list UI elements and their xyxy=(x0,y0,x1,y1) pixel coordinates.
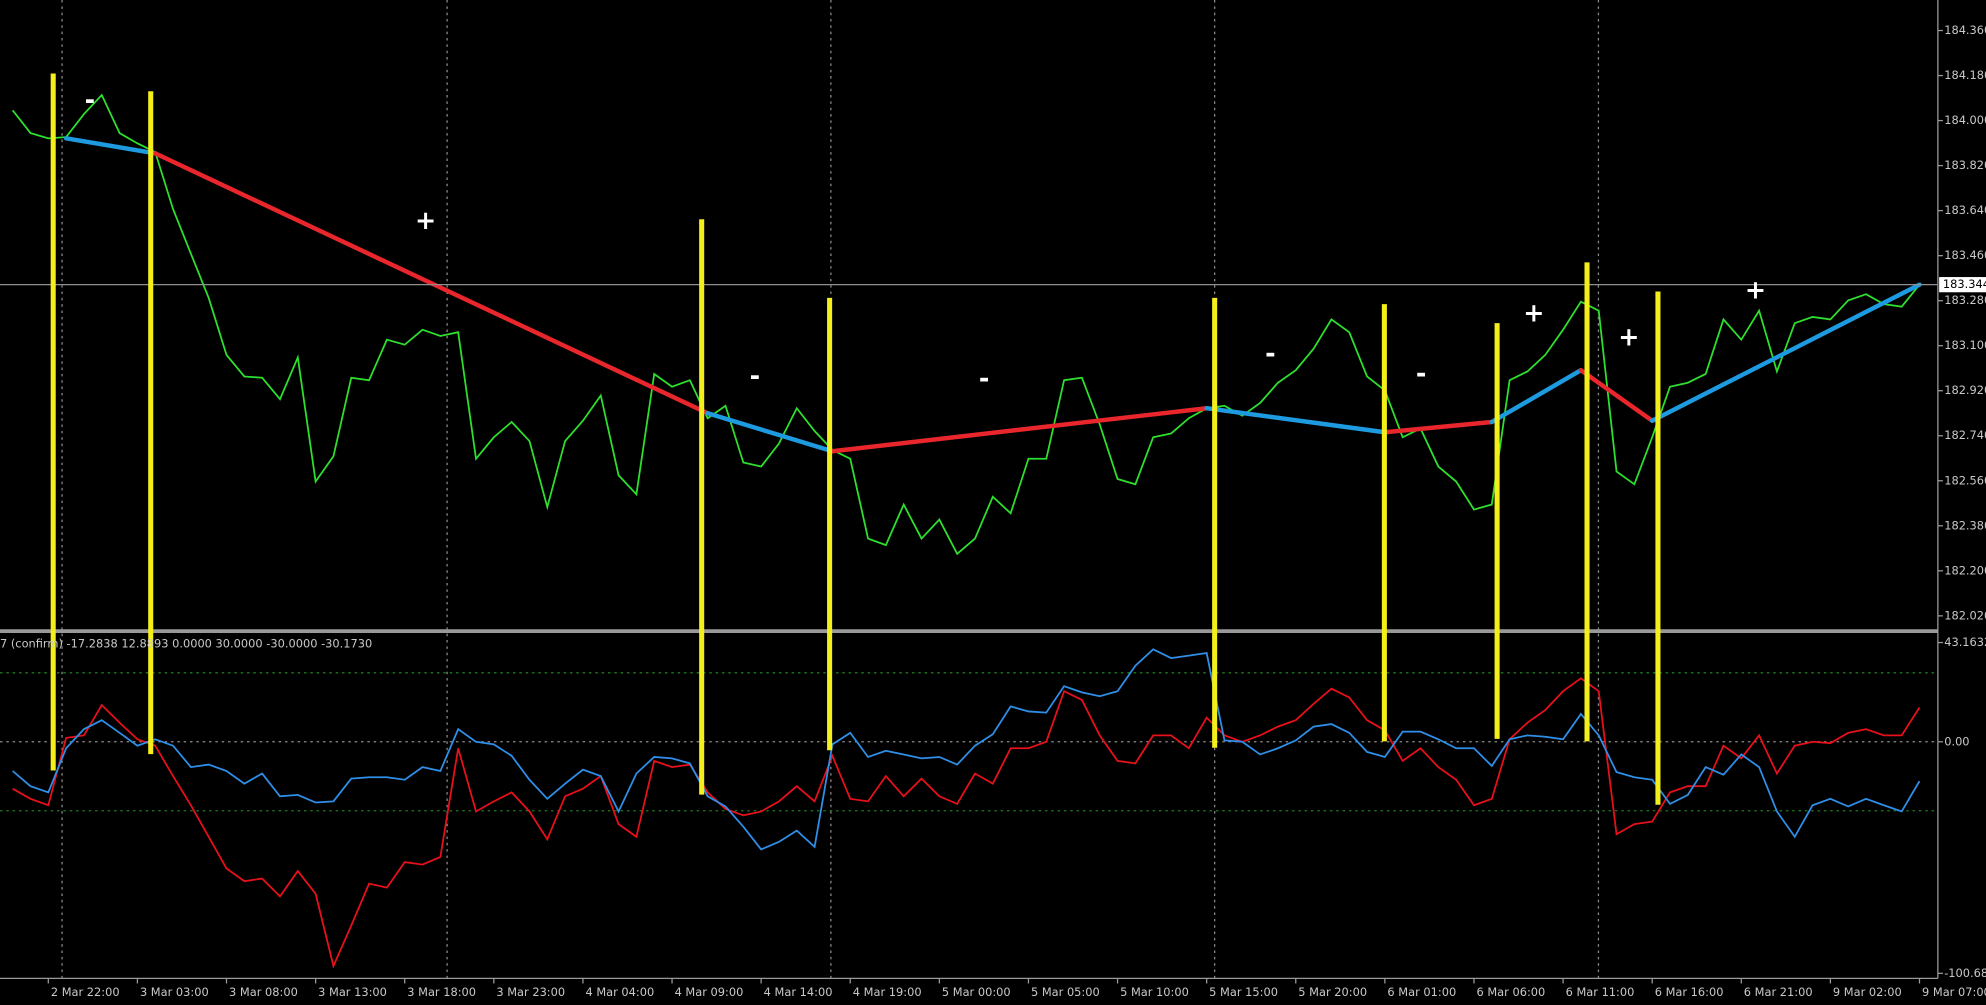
x-tick-label: 5 Mar 05:00 xyxy=(1031,985,1100,999)
y-tick-label: 43.1632 xyxy=(1944,635,1986,649)
x-tick-label: 3 Mar 18:00 xyxy=(407,985,476,999)
y-tick-label: 182.200 xyxy=(1944,563,1986,577)
annotation: + xyxy=(1745,274,1766,304)
y-tick-label: 182.740 xyxy=(1944,428,1986,442)
annotation: + xyxy=(1523,297,1544,327)
y-tick-label: 183.640 xyxy=(1944,203,1986,217)
x-tick-label: 5 Mar 10:00 xyxy=(1120,985,1189,999)
annotation: - xyxy=(1416,358,1427,388)
last-price-label: 183.344 xyxy=(1943,277,1986,291)
x-tick-label: 5 Mar 20:00 xyxy=(1298,985,1367,999)
zigzag-segment xyxy=(705,411,835,454)
x-tick-label: 3 Mar 23:00 xyxy=(496,985,565,999)
x-tick-label: 6 Mar 06:00 xyxy=(1477,985,1546,999)
x-tick-label: 6 Mar 21:00 xyxy=(1744,985,1813,999)
x-tick-label: 2 Mar 22:00 xyxy=(51,985,120,999)
x-tick-label: 5 Mar 00:00 xyxy=(942,985,1011,999)
y-tick-label: 184.360 xyxy=(1944,23,1986,37)
zigzag-segment xyxy=(63,136,158,156)
signal-lines xyxy=(50,73,1661,805)
series-line xyxy=(12,677,1921,969)
y-tick-label: 182.560 xyxy=(1944,473,1986,487)
y-tick-label: 182.380 xyxy=(1944,518,1986,532)
zigzag-segment xyxy=(1578,367,1655,423)
series-line xyxy=(11,93,1921,556)
zigzag-segment xyxy=(153,151,710,416)
y-tick-label: 183.460 xyxy=(1944,248,1986,262)
x-tick-label: 6 Mar 16:00 xyxy=(1655,985,1724,999)
x-tick-label: 3 Mar 13:00 xyxy=(318,985,387,999)
series-line xyxy=(12,648,1921,851)
x-tick-label: 9 Mar 07:00 xyxy=(1922,985,1986,999)
zigzag-segment xyxy=(830,406,1209,454)
annotation: - xyxy=(750,361,761,391)
y-tick-label: 182.020 xyxy=(1944,608,1986,622)
y-tick-label: 0.00 xyxy=(1944,734,1969,748)
zigzag-segment xyxy=(1204,406,1388,435)
y-tick-label: 183.280 xyxy=(1944,293,1986,307)
y-tick-label: 184.180 xyxy=(1944,68,1986,82)
x-tick-label: 4 Mar 09:00 xyxy=(675,985,744,999)
zigzag-segment xyxy=(1382,419,1495,435)
x-tick-label: 4 Mar 19:00 xyxy=(853,985,922,999)
x-tick-label: 6 Mar 11:00 xyxy=(1566,985,1635,999)
last-price-box xyxy=(1939,277,1986,293)
indicator-header: 7 (confirm) -17.2838 12.8893 0.0000 30.0… xyxy=(0,636,372,650)
y-tick-label: -100.680 xyxy=(1944,966,1986,980)
x-tick-label: 4 Mar 04:00 xyxy=(585,985,654,999)
zigzag-segment xyxy=(1489,367,1584,425)
x-tick-label: 4 Mar 14:00 xyxy=(764,985,833,999)
y-tick-label: 184.000 xyxy=(1944,113,1986,127)
annotation: - xyxy=(1265,338,1276,368)
x-tick-label: 3 Mar 03:00 xyxy=(140,985,209,999)
x-tick-label: 3 Mar 08:00 xyxy=(229,985,298,999)
x-tick-label: 5 Mar 15:00 xyxy=(1209,985,1278,999)
annotation: + xyxy=(1618,321,1639,351)
annotation: - xyxy=(979,363,990,393)
y-tick-label: 182.920 xyxy=(1944,383,1986,397)
zigzag-segment xyxy=(1649,282,1922,423)
x-tick-label: 6 Mar 01:00 xyxy=(1387,985,1456,999)
annotation: - xyxy=(85,84,96,114)
annotation: + xyxy=(415,205,436,235)
plot xyxy=(0,93,1938,969)
x-tick-label: 9 Mar 02:00 xyxy=(1833,985,1902,999)
y-tick-label: 183.100 xyxy=(1944,338,1986,352)
y-tick-label: 183.820 xyxy=(1944,158,1986,172)
